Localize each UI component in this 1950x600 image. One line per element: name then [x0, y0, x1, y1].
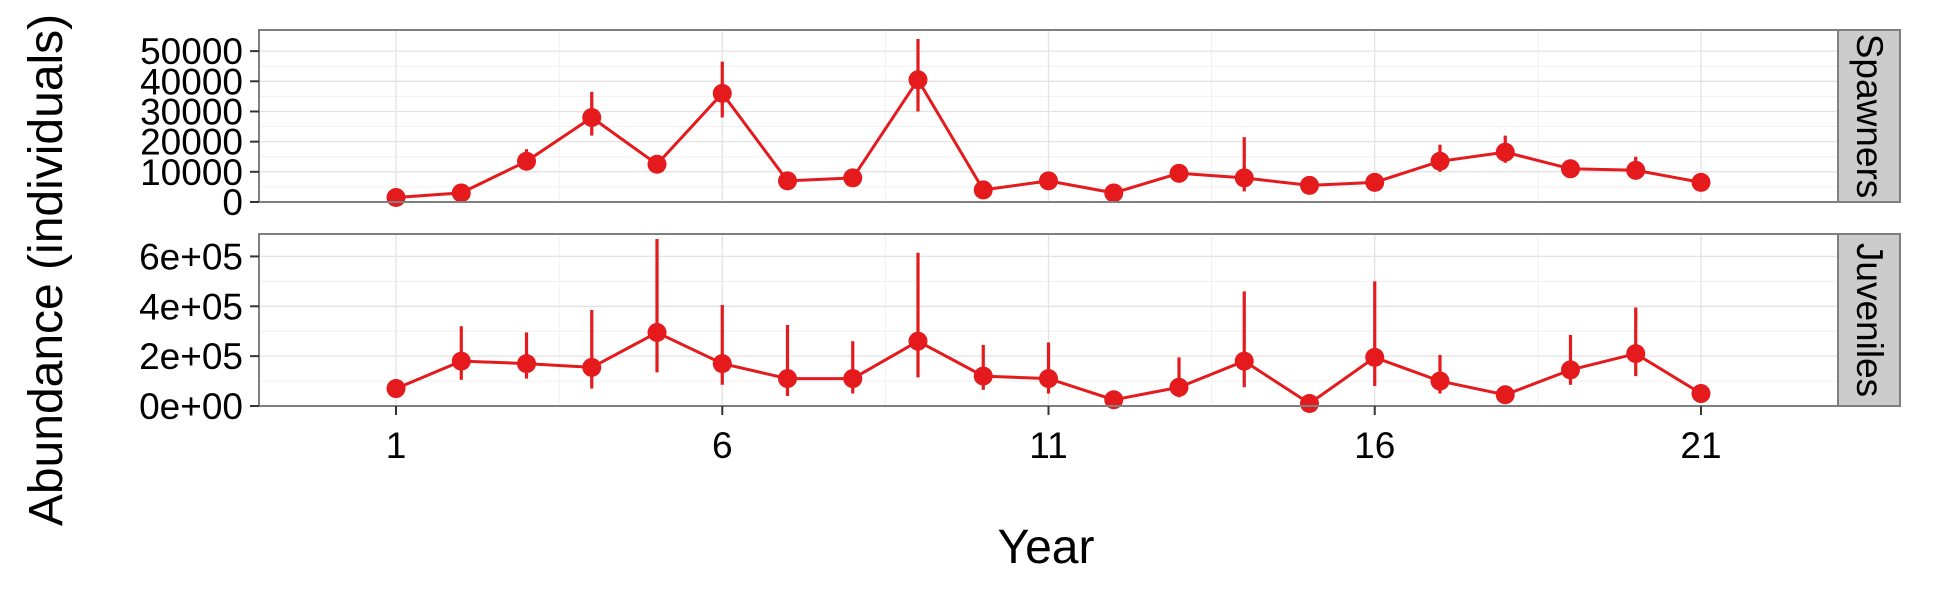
- data-point: [1430, 371, 1450, 391]
- data-point: [1430, 151, 1450, 171]
- y-tick-label: 6e+05: [139, 236, 243, 277]
- y-tick-label: 0: [222, 182, 243, 223]
- y-tick-label: 40000: [140, 61, 243, 102]
- data-point: [908, 70, 928, 90]
- facet-strip-label: Spawners: [1849, 34, 1890, 199]
- data-point: [1691, 384, 1711, 404]
- data-point: [1495, 142, 1515, 162]
- data-point: [1299, 394, 1319, 414]
- data-point: [843, 168, 863, 188]
- y-tick-label: 0e+00: [139, 386, 243, 427]
- data-point: [1234, 351, 1254, 371]
- data-point: [1626, 344, 1646, 364]
- data-point: [973, 180, 993, 200]
- data-point: [778, 369, 798, 389]
- data-point: [973, 366, 993, 386]
- data-point: [451, 351, 471, 371]
- data-point: [712, 354, 732, 374]
- data-point: [451, 183, 471, 203]
- x-tick-label: 1: [386, 425, 407, 466]
- y-axis-title: Abundance (individuals): [20, 14, 73, 526]
- x-axis: 1 6 11 16 21: [386, 406, 1722, 466]
- y-tick-label: 50000: [140, 31, 243, 72]
- data-point: [1104, 390, 1124, 410]
- data-point: [1039, 171, 1058, 191]
- data-point: [1365, 347, 1385, 367]
- x-axis-title: Year: [998, 521, 1095, 574]
- data-point: [386, 379, 406, 399]
- data-point: [517, 151, 537, 171]
- y-tick-label: 2e+05: [139, 336, 243, 377]
- x-tick-label: 21: [1680, 425, 1721, 466]
- y-tick-label: 30000: [140, 91, 243, 132]
- data-point: [1104, 183, 1124, 203]
- data-point: [1691, 172, 1711, 192]
- data-point: [1626, 160, 1646, 180]
- data-point: [712, 83, 732, 103]
- data-point: [1365, 172, 1385, 192]
- facet-strip: [1837, 233, 1901, 407]
- data-point: [1560, 360, 1580, 380]
- y-tick-label: 20000: [140, 122, 243, 163]
- data-point: [778, 171, 798, 191]
- y-tick-label: 10000: [140, 152, 243, 193]
- panel-juveniles: 0e+00 2e+05 4e+05 6e+05 Juveniles: [139, 233, 1901, 427]
- data-point: [1169, 163, 1189, 183]
- data-point: [1169, 377, 1189, 397]
- data-point: [582, 108, 602, 128]
- data-point: [1495, 385, 1515, 405]
- data-point: [647, 154, 667, 174]
- data-point: [843, 369, 863, 389]
- data-point: [1299, 175, 1319, 195]
- data-point: [1234, 168, 1254, 188]
- x-tick-label: 6: [712, 425, 733, 466]
- data-point: [386, 187, 406, 207]
- x-tick-label: 11: [1029, 425, 1067, 466]
- data-point: [1039, 369, 1058, 389]
- data-point: [1560, 159, 1580, 179]
- data-point: [582, 357, 602, 377]
- data-point: [517, 354, 537, 374]
- data-point: [908, 331, 928, 351]
- facet-strip-label: Juveniles: [1849, 243, 1890, 397]
- x-tick-label: 16: [1354, 425, 1395, 466]
- facet-strip: [1837, 29, 1901, 203]
- y-tick-label: 4e+05: [139, 286, 243, 327]
- data-point: [647, 322, 667, 342]
